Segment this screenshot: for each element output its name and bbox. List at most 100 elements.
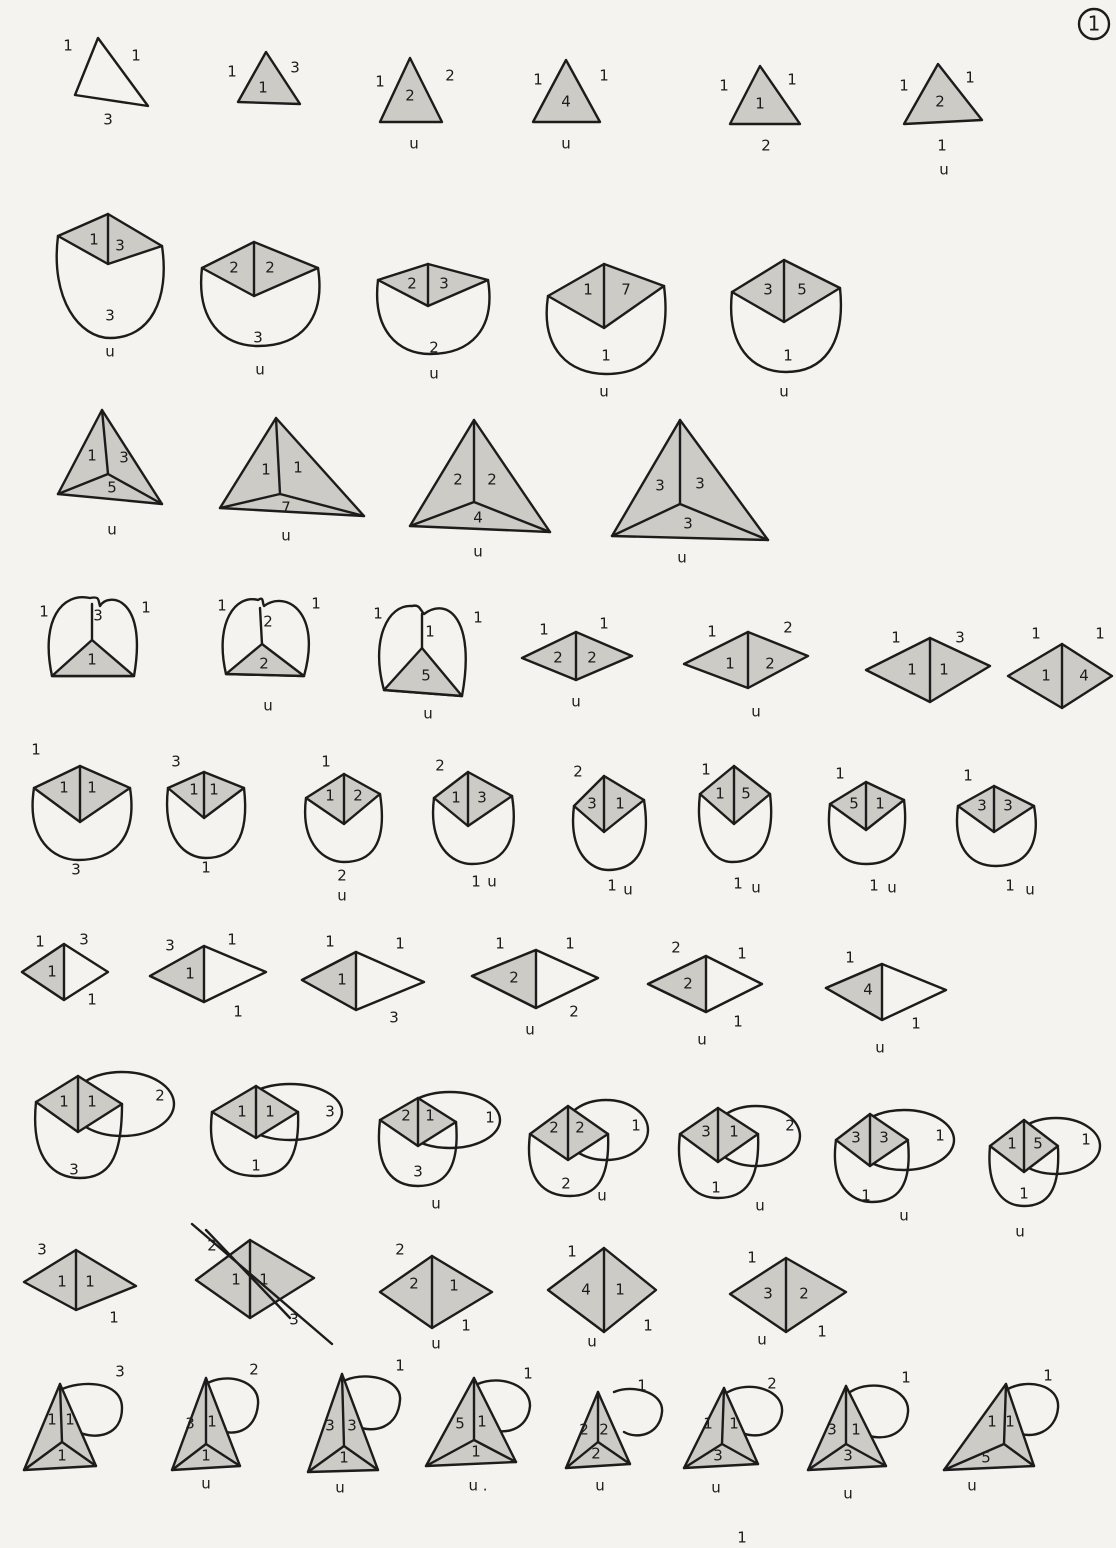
edge-label: 1: [907, 661, 917, 679]
row6-diamond-5: 2 2 1 1 u: [646, 939, 764, 1049]
row4-diamond-2: 1 2 1 2 u: [682, 619, 810, 721]
edge-label: 2: [599, 1421, 609, 1439]
edge-label: 1: [599, 615, 609, 633]
edge-label: 2: [429, 339, 439, 357]
edge-label: u: [677, 549, 687, 567]
page-number-circle: [1077, 7, 1111, 41]
edge-label: 1: [845, 949, 855, 967]
edge-label: 2: [207, 1237, 217, 1255]
edge-label: 1: [311, 595, 321, 613]
edge-label: u: [755, 1197, 765, 1215]
edge-label: 4: [863, 981, 873, 999]
edge-label: 3: [655, 477, 665, 495]
row1-triangle-1: 1 1 3: [63, 37, 150, 129]
row1-triangle-2: 1 1 3: [227, 50, 302, 106]
edge-label: u: [263, 697, 273, 715]
edge-label: 1: [935, 1127, 945, 1145]
edge-label: 1: [251, 1157, 261, 1175]
edge-label: 5: [849, 795, 859, 813]
edge-label: 3: [955, 629, 965, 647]
edge-label: u: [779, 383, 789, 401]
row2-cup-diagram-5: 3 5 1 u: [729, 258, 843, 401]
edge-label: 2: [553, 649, 563, 667]
row7-loop-cup-5: 3 1 2 1 u: [677, 1104, 802, 1215]
row9-loop-triangle-1: 1 1 1 3: [22, 1363, 125, 1472]
row4-heart-1: 1 1 3 1: [39, 596, 151, 678]
edge-label: 3: [289, 1311, 299, 1329]
edge-label: u: [431, 1195, 441, 1213]
edge-label: u: [597, 1187, 607, 1205]
edge-label: 1: [207, 1413, 217, 1431]
edge-label: 2: [549, 1119, 559, 1137]
edge-label: 1: [471, 1443, 481, 1461]
edge-label: 3: [253, 329, 263, 347]
row9-loop-triangle-3: 3 3 1 1 u: [306, 1357, 405, 1497]
edge-label: u: [255, 361, 265, 379]
edge-label: 3: [827, 1421, 837, 1439]
edge-label: 1: [1095, 625, 1105, 643]
edge-label: 1: [1007, 1135, 1017, 1153]
edge-label: 1: [449, 1277, 459, 1295]
edge-label: 1: [265, 1103, 275, 1121]
row7-loop-cup-1: 1 1 2 3: [33, 1070, 176, 1180]
edge-label: 2: [401, 1107, 411, 1125]
edge-label: 2: [435, 757, 445, 775]
row4-heart-2: 1 1 2 2 u: [217, 595, 321, 715]
edge-label: 5: [741, 785, 751, 803]
row5-cup-8: 3 3 1 1 u: [955, 767, 1037, 899]
edge-label: 1: [1005, 877, 1015, 895]
edge-label: 1: [471, 873, 481, 891]
edge-label: u: [561, 135, 571, 153]
edge-label: 1: [747, 1249, 757, 1267]
edge-label: 5: [421, 667, 431, 685]
row3-split-triangle-4: 3 3 3 u: [610, 418, 770, 567]
row1-triangle-6: 1 2 1 1 u: [899, 62, 984, 179]
edge-label: 1: [259, 1271, 269, 1289]
edge-label: 2: [575, 1119, 585, 1137]
edge-label: 1: [461, 1317, 471, 1335]
edge-label: 3: [347, 1417, 357, 1435]
edge-label: 1: [293, 459, 303, 477]
edge-label: u: [843, 1485, 853, 1503]
edge-label: 1: [637, 1377, 647, 1395]
edge-label: 1: [715, 785, 725, 803]
edge-label: 1: [87, 447, 97, 465]
edge-label: 1: [47, 1411, 57, 1429]
edge-label: u: [201, 1475, 211, 1493]
edge-label: 2: [765, 655, 775, 673]
edge-label: 1: [711, 1179, 721, 1197]
edge-label: 1: [39, 603, 49, 621]
edge-label: u: [105, 343, 115, 361]
edge-label: u .: [468, 1477, 487, 1495]
edge-label: 1: [425, 623, 435, 641]
edge-label: 1: [737, 945, 747, 963]
edge-label: 3: [587, 795, 597, 813]
edge-label: 1: [209, 781, 219, 799]
edge-label: 2: [579, 1421, 589, 1439]
edge-label: 3: [71, 861, 81, 879]
edge-label: 1: [485, 1109, 495, 1127]
edge-label: u: [429, 365, 439, 383]
edge-label: u: [423, 705, 433, 723]
edge-label: 1: [901, 1369, 911, 1387]
edge-label: u: [409, 135, 419, 153]
edge-label: 3: [683, 515, 693, 533]
edge-label: 1: [258, 79, 268, 97]
edge-label: 1: [185, 965, 195, 983]
edge-label: 2: [561, 1175, 571, 1193]
edge-label: 3: [851, 1129, 861, 1147]
edge-label: 1: [57, 1273, 67, 1291]
edge-label: 2: [783, 619, 793, 637]
edge-label: 3: [763, 281, 773, 299]
edge-label: 3: [115, 1363, 125, 1381]
edge-label: 1: [987, 1413, 997, 1431]
edge-label: 1: [325, 787, 335, 805]
edge-label: 1: [861, 1187, 871, 1205]
edge-label: 1: [851, 1421, 861, 1439]
edge-label: 1: [911, 1015, 921, 1033]
edge-label: 1: [189, 781, 199, 799]
edge-label: 5: [797, 281, 807, 299]
edge-label: 1: [607, 877, 617, 895]
edge-label: 1: [59, 779, 69, 797]
